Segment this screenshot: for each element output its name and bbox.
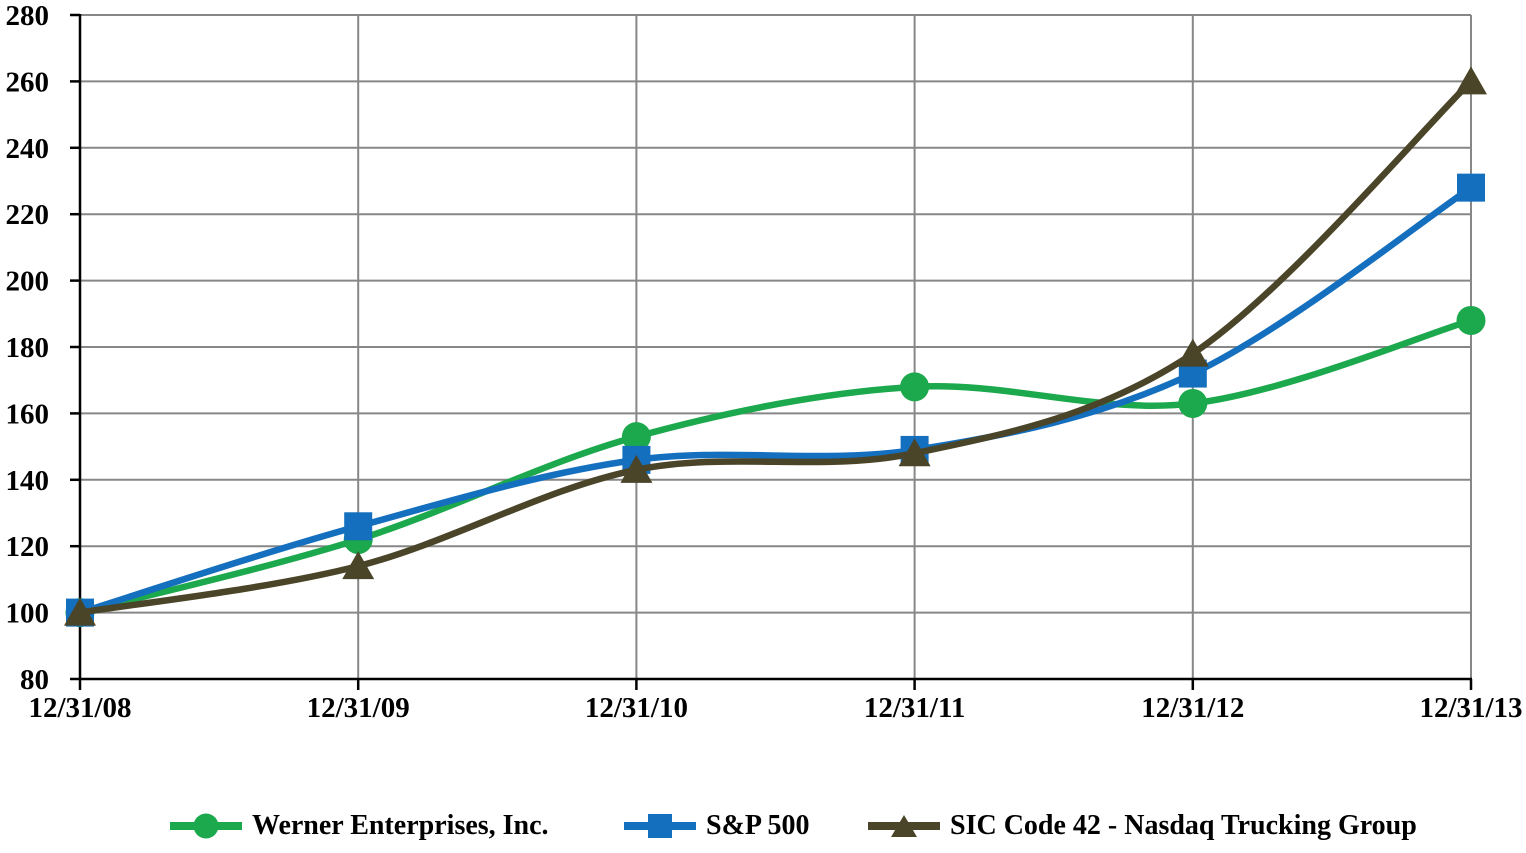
legend-item-werner: Werner Enterprises, Inc.: [170, 802, 549, 850]
data-point-triangle: [64, 597, 96, 626]
x-tick-label: 12/31/10: [585, 692, 688, 724]
y-tick-label: 240: [6, 133, 50, 165]
series-line: [79, 184, 1473, 616]
data-point-triangle: [898, 438, 931, 467]
data-point-triangle: [620, 454, 653, 483]
triangle-marker-icon: [891, 815, 917, 837]
data-point-circle: [621, 422, 651, 452]
data-point-circle: [1456, 305, 1486, 335]
y-tick-label: 280: [6, 0, 50, 32]
y-tick-label: 260: [6, 66, 50, 98]
data-point-circle: [1178, 388, 1208, 418]
y-tick-label: 220: [6, 199, 50, 231]
x-tick-label: 12/31/11: [864, 692, 966, 724]
x-tick-label: 12/31/13: [1419, 692, 1522, 724]
sic42-series-swatch: [868, 813, 940, 839]
series-line: [79, 79, 1474, 616]
y-tick-label: 100: [6, 598, 50, 630]
legend-label-sic42: SIC Code 42 - Nasdaq Trucking Group: [950, 810, 1417, 841]
y-tick-label: 80: [20, 664, 49, 696]
data-point-circle: [900, 372, 930, 402]
y-tick-label: 160: [6, 398, 50, 430]
circle-marker-icon: [193, 813, 219, 839]
sp500-series-swatch: [624, 813, 696, 839]
legend-item-sic42: SIC Code 42 - Nasdaq Trucking Group: [868, 802, 1417, 850]
x-tick-label: 12/31/12: [1141, 692, 1244, 724]
y-tick-label: 180: [6, 332, 50, 364]
performance-line-chart: 80 100 120 140 160 180 200 220 240 260 280 12/31/08…: [6, 0, 1523, 724]
x-tick-label: 12/31/08: [28, 692, 131, 724]
legend-label-werner: Werner Enterprises, Inc.: [252, 810, 549, 841]
legend-item-sp500: S&P 500: [624, 802, 809, 850]
y-tick-label: 120: [6, 531, 50, 563]
data-point-square: [344, 512, 373, 541]
data-point-triangle: [1455, 66, 1487, 95]
x-tick-label: 12/31/09: [307, 692, 410, 724]
chart-legend: Werner Enterprises, Inc. S&P 500 SIC Cod…: [0, 802, 1526, 850]
data-point-triangle: [1176, 338, 1209, 367]
square-marker-icon: [648, 814, 672, 838]
data-point-square: [1457, 173, 1485, 202]
werner-series-swatch: [170, 813, 242, 839]
y-tick-label: 200: [6, 266, 50, 298]
y-tick-label: 140: [6, 465, 50, 497]
series-line: [79, 317, 1472, 616]
data-point-triangle: [342, 551, 375, 580]
legend-label-sp500: S&P 500: [706, 810, 810, 841]
